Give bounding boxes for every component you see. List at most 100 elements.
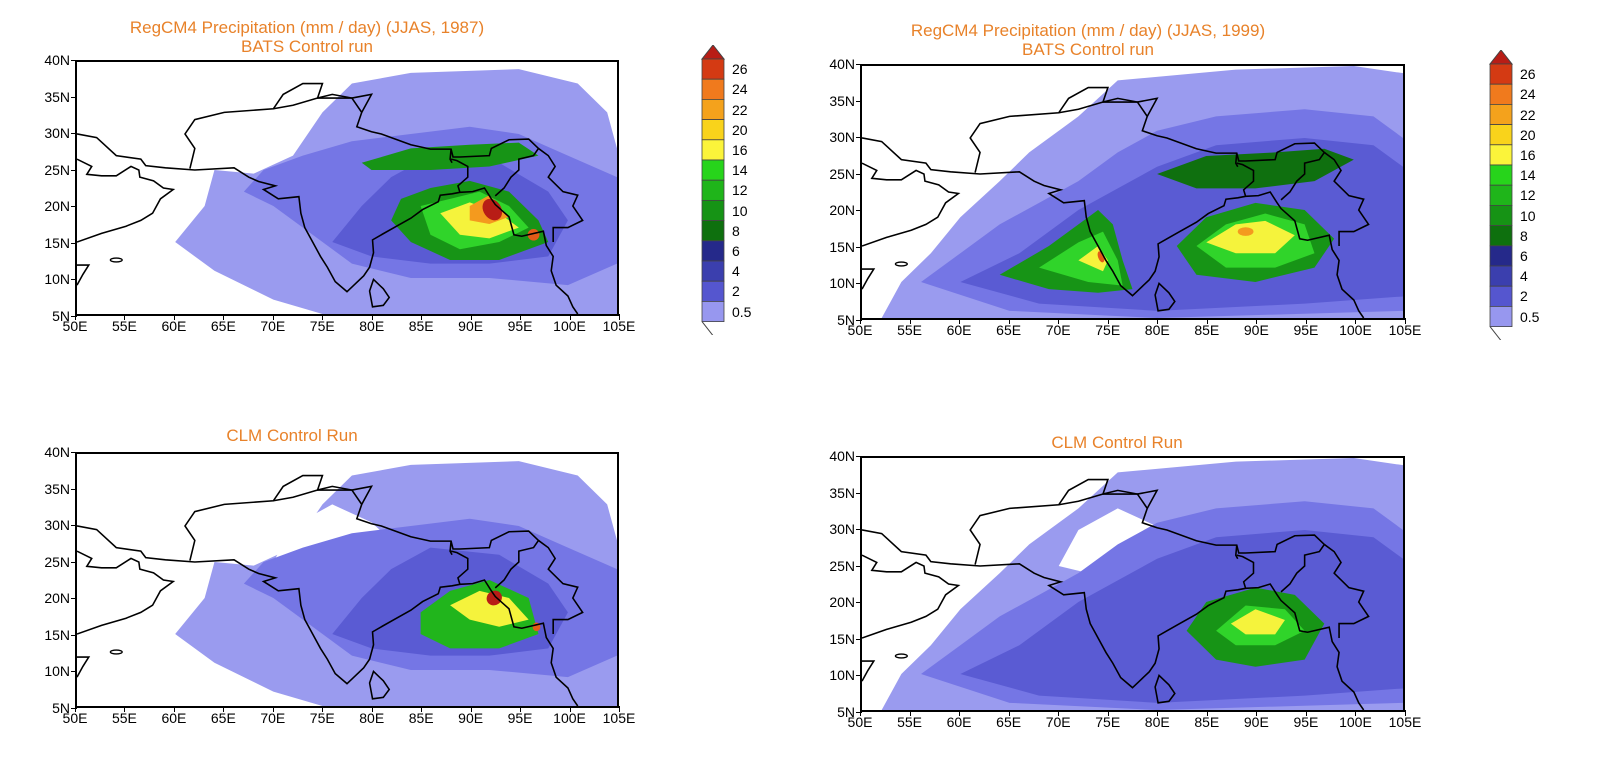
colorbar-swatch bbox=[1489, 144, 1513, 166]
panel-title-line: RegCM4 Precipitation (mm / day) (JJAS, 1… bbox=[129, 18, 485, 37]
lat-tick-mark bbox=[71, 242, 77, 244]
lon-tick-mark bbox=[322, 314, 324, 320]
lat-tick-mark bbox=[856, 456, 862, 457]
lat-tick-label: 10N bbox=[44, 271, 70, 288]
africa-coastline bbox=[862, 268, 876, 290]
lon-tick-label: 80E bbox=[1144, 322, 1170, 338]
map-panel bbox=[75, 60, 619, 316]
lat-tick-mark bbox=[71, 96, 77, 98]
lon-tick-label: 50E bbox=[62, 710, 88, 726]
india-border bbox=[184, 82, 540, 197]
lat-tick-label: 35N bbox=[829, 484, 855, 501]
lon-tick-mark bbox=[1305, 710, 1307, 716]
lon-tick-label: 85E bbox=[408, 318, 434, 334]
colorbar-label: 2 bbox=[732, 283, 740, 300]
lon-tick-label: 75E bbox=[309, 710, 335, 726]
india-border bbox=[184, 474, 540, 589]
lat-tick-mark bbox=[71, 561, 77, 563]
colorbar-top-arrow bbox=[1488, 49, 1514, 65]
lat-tick-label: 25N bbox=[829, 165, 855, 182]
lat-tick-label: 15N bbox=[44, 234, 70, 251]
lon-tick-label: 100E bbox=[553, 318, 586, 334]
bob-core bbox=[1206, 220, 1295, 254]
lon-tick-mark bbox=[223, 706, 225, 712]
lat-tick-mark bbox=[856, 565, 862, 567]
lat-tick-mark bbox=[71, 206, 77, 208]
lon-tick-label: 65E bbox=[210, 710, 236, 726]
lat-tick-label: 5N bbox=[52, 700, 70, 716]
colorbar-label: 0.5 bbox=[732, 303, 752, 320]
lon-tick-mark bbox=[569, 314, 571, 320]
lon-tick-mark bbox=[371, 706, 373, 712]
lon-tick-mark bbox=[1157, 710, 1159, 716]
coastline bbox=[77, 525, 579, 706]
colorbar-svg bbox=[1488, 49, 1514, 341]
bob-max bbox=[486, 590, 502, 606]
map-panel bbox=[75, 452, 619, 708]
lon-tick-label: 55E bbox=[897, 714, 922, 730]
colorbar-swatch bbox=[701, 139, 725, 161]
lon-tick-mark bbox=[1107, 318, 1109, 324]
myanmar-border bbox=[1323, 543, 1370, 639]
lon-tick-label: 90E bbox=[458, 318, 484, 334]
lon-tick-label: 95E bbox=[1293, 714, 1319, 730]
lon-tick-label: 95E bbox=[1293, 322, 1319, 338]
lat-tick-mark bbox=[856, 320, 862, 321]
lon-tick-label: 70E bbox=[1045, 714, 1071, 730]
colorbar-swatch bbox=[701, 159, 725, 181]
bangladesh-border bbox=[450, 550, 469, 585]
lon-tick-label: 50E bbox=[847, 322, 873, 338]
colorbar-label: 22 bbox=[732, 101, 748, 118]
lon-tick-mark bbox=[909, 710, 911, 716]
lon-tick-mark bbox=[1107, 710, 1109, 716]
sikkim-border bbox=[449, 541, 453, 556]
lat-tick-label: 25N bbox=[44, 161, 70, 178]
lon-tick-label: 85E bbox=[408, 710, 434, 726]
colorbar-top-arrow bbox=[700, 44, 726, 60]
lat-tick-mark bbox=[71, 133, 77, 135]
map-svg bbox=[77, 69, 617, 314]
lon-tick-label: 85E bbox=[1194, 322, 1220, 338]
lon-tick-label: 105E bbox=[602, 710, 636, 726]
colorbar-swatch bbox=[701, 220, 725, 242]
lat-tick-mark bbox=[71, 169, 77, 171]
lon-tick-label: 90E bbox=[1243, 322, 1269, 338]
colorbar-label: 8 bbox=[732, 222, 740, 239]
lon-tick-label: 100E bbox=[1339, 322, 1372, 338]
india-border bbox=[969, 86, 1326, 201]
lat-tick-label: 15N bbox=[829, 630, 855, 647]
lat-tick-mark bbox=[856, 283, 862, 285]
colorbar-swatch bbox=[701, 119, 725, 141]
lat-tick-label: 20N bbox=[829, 202, 855, 219]
colorbar-label: 14 bbox=[732, 162, 748, 179]
lon-tick-label: 95E bbox=[507, 710, 533, 726]
colorbar-label: 6 bbox=[732, 242, 740, 259]
lat-tick-label: 5N bbox=[837, 312, 855, 328]
lon-tick-label: 60E bbox=[946, 714, 972, 730]
lat-tick-label: 40N bbox=[829, 56, 855, 72]
lon-tick-mark bbox=[1008, 710, 1010, 716]
lon-tick-label: 85E bbox=[1194, 714, 1220, 730]
lat-tick-label: 35N bbox=[44, 480, 70, 497]
arabia-coastline bbox=[862, 162, 961, 247]
lat-tick-mark bbox=[71, 279, 77, 281]
africa-coastline bbox=[77, 656, 91, 678]
colorbar-bottom-arrow bbox=[1489, 326, 1502, 341]
lon-tick-mark bbox=[1355, 710, 1357, 716]
colorbar-label: 10 bbox=[732, 202, 748, 219]
colorbar-swatch bbox=[1489, 83, 1513, 105]
lat-tick-label: 25N bbox=[44, 553, 70, 570]
lon-tick-mark bbox=[1405, 710, 1406, 716]
colorbar-swatch bbox=[701, 260, 725, 282]
panel-title: RegCM4 Precipitation (mm / day) (JJAS, 1… bbox=[828, 21, 1348, 59]
lon-tick-label: 75E bbox=[1095, 714, 1121, 730]
lon-tick-mark bbox=[1058, 318, 1060, 324]
lat-tick-label: 5N bbox=[52, 308, 70, 324]
panel-title: CLM Control Run bbox=[32, 426, 552, 445]
colorbar-label: 22 bbox=[1520, 106, 1536, 123]
lat-tick-label: 30N bbox=[44, 517, 70, 534]
colorbar-label: 4 bbox=[1520, 268, 1528, 285]
colorbar-label: 2 bbox=[1520, 288, 1528, 305]
bob-core bbox=[450, 590, 529, 627]
socotra-island bbox=[109, 649, 123, 655]
